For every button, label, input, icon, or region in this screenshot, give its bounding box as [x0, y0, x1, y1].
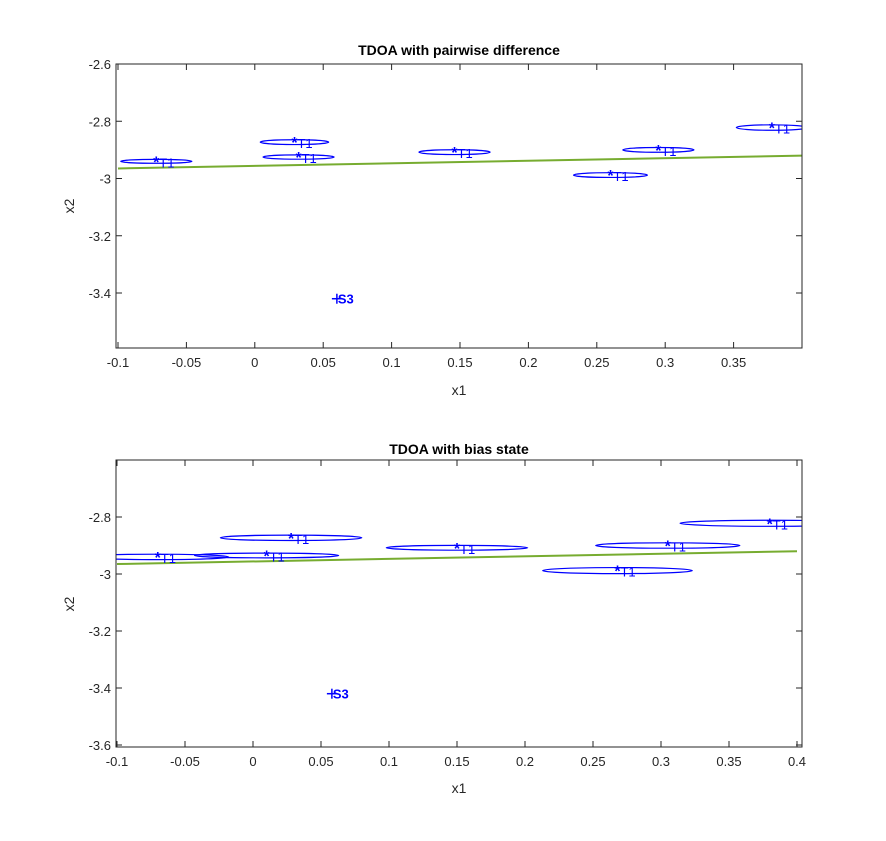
x-tick-label: 0.25: [580, 754, 605, 769]
y-tick-label: -2.8: [89, 510, 111, 525]
x-tick-label: 0.25: [584, 355, 609, 370]
x-tick-label: 0.3: [656, 355, 674, 370]
target-marker: *: [614, 564, 621, 581]
y-axis-label: x2: [61, 198, 77, 213]
chart-title: TDOA with pairwise difference: [358, 42, 560, 58]
target-label: T1: [270, 549, 285, 564]
target-marker: *: [769, 121, 776, 138]
sensor-label: S3: [333, 687, 349, 702]
uncertainty-ellipse: [572, 172, 649, 179]
x-tick-label: 0.05: [308, 754, 333, 769]
axes-box: [115, 63, 803, 349]
x-ticks: -0.1 -0.05 0 0.05 0.1 0.15 0.2 0.25 0.3 0.35: [107, 64, 746, 370]
uncertainty-ellipse: [116, 553, 230, 561]
target-label: T1: [294, 532, 309, 547]
subplot-pairwise-difference: TDOA with pairwise difference x1 x2 -0.1…: [61, 42, 803, 398]
uncertainty-ellipse: [418, 149, 491, 156]
trajectory-line: [117, 154, 802, 170]
x-tick-label: 0.2: [519, 355, 537, 370]
target-label: T1: [460, 542, 475, 557]
x-axis-label: x1: [452, 382, 467, 398]
y-tick-label: -3.4: [89, 681, 111, 696]
subplot-bias-state: TDOA with bias state x1 x2 -0.1 -0.05 0 0.0…: [61, 441, 806, 796]
x-tick-label: -0.05: [172, 355, 202, 370]
target-marker: *: [655, 143, 662, 160]
target-label: T1: [775, 122, 790, 137]
x-tick-label: -0.1: [107, 355, 129, 370]
uncertainty-ellipse: [259, 139, 330, 146]
x-tick-label: 0.4: [788, 754, 806, 769]
target-marker: *: [288, 531, 295, 548]
x-tick-label: 0.35: [716, 754, 741, 769]
target-label: T1: [661, 144, 676, 159]
uncertainty-ellipse: [595, 542, 741, 549]
target-label: T1: [458, 146, 473, 161]
target-marker: *: [767, 516, 774, 533]
x-tick-label: -0.05: [170, 754, 200, 769]
x-tick-label: 0.05: [311, 355, 336, 370]
y-tick-label: -3: [99, 172, 111, 187]
chart-title: TDOA with bias state: [389, 441, 529, 457]
x-tick-label: 0.15: [444, 754, 469, 769]
target-label: T1: [302, 151, 317, 166]
target-label: T1: [773, 517, 788, 532]
x-tick-label: 0.15: [447, 355, 472, 370]
y-tick-label: -3.2: [89, 229, 111, 244]
sensor-label: S3: [338, 292, 354, 307]
y-ticks: -2.6 -2.8 -3 -3.2 -3.4: [89, 57, 802, 301]
y-tick-label: -3.4: [89, 286, 111, 301]
y-tick-label: -3: [99, 567, 111, 582]
y-tick-label: -3.2: [89, 624, 111, 639]
target-label: T1: [159, 155, 174, 170]
y-tick-label: -3.6: [89, 738, 111, 753]
y-tick-label: -2.6: [89, 57, 111, 72]
target-label: T1: [297, 136, 312, 151]
target-marker: *: [665, 539, 672, 556]
uncertainty-ellipse: [542, 566, 693, 575]
x-tick-label: -0.1: [106, 754, 128, 769]
target-marker: *: [155, 550, 162, 567]
target-label: T1: [671, 540, 686, 555]
trajectory-line: [116, 550, 798, 566]
y-tick-label: -2.8: [89, 114, 111, 129]
x-tick-label: 0.1: [380, 754, 398, 769]
y-axis-label: x2: [61, 596, 77, 611]
uncertainty-ellipse: [622, 146, 695, 153]
x-tick-label: 0.3: [652, 754, 670, 769]
target-label: T1: [613, 169, 628, 184]
y-ticks: -2.8 -3 -3.2 -3.4 -3.6: [89, 510, 802, 753]
x-tick-label: 0: [249, 754, 256, 769]
uncertainty-ellipse: [193, 552, 340, 559]
uncertainty-ellipse: [679, 519, 802, 527]
target-marker: *: [451, 145, 458, 162]
uncertainty-ellipse: [120, 158, 193, 164]
target-marker: *: [291, 135, 298, 152]
target-marker: *: [263, 548, 270, 565]
x-tick-label: 0: [251, 355, 258, 370]
axes-box: [115, 459, 803, 748]
target-label: T1: [161, 551, 176, 566]
uncertainty-ellipse: [262, 154, 335, 160]
uncertainty-ellipse: [219, 534, 363, 542]
target-marker: *: [295, 150, 302, 167]
target-label: T1: [620, 565, 635, 580]
uncertainty-ellipse: [385, 544, 529, 551]
target-marker: *: [454, 541, 461, 558]
x-tick-label: 0.1: [383, 355, 401, 370]
x-tick-label: 0.35: [721, 355, 746, 370]
uncertainty-ellipse: [735, 124, 802, 131]
target-marker: *: [607, 168, 614, 185]
x-ticks: -0.1 -0.05 0 0.05 0.1 0.15 0.2 0.25 0.3 0.35 0.4: [106, 460, 806, 769]
target-marker: *: [153, 154, 160, 171]
x-axis-label: x1: [452, 780, 467, 796]
x-tick-label: 0.2: [516, 754, 534, 769]
